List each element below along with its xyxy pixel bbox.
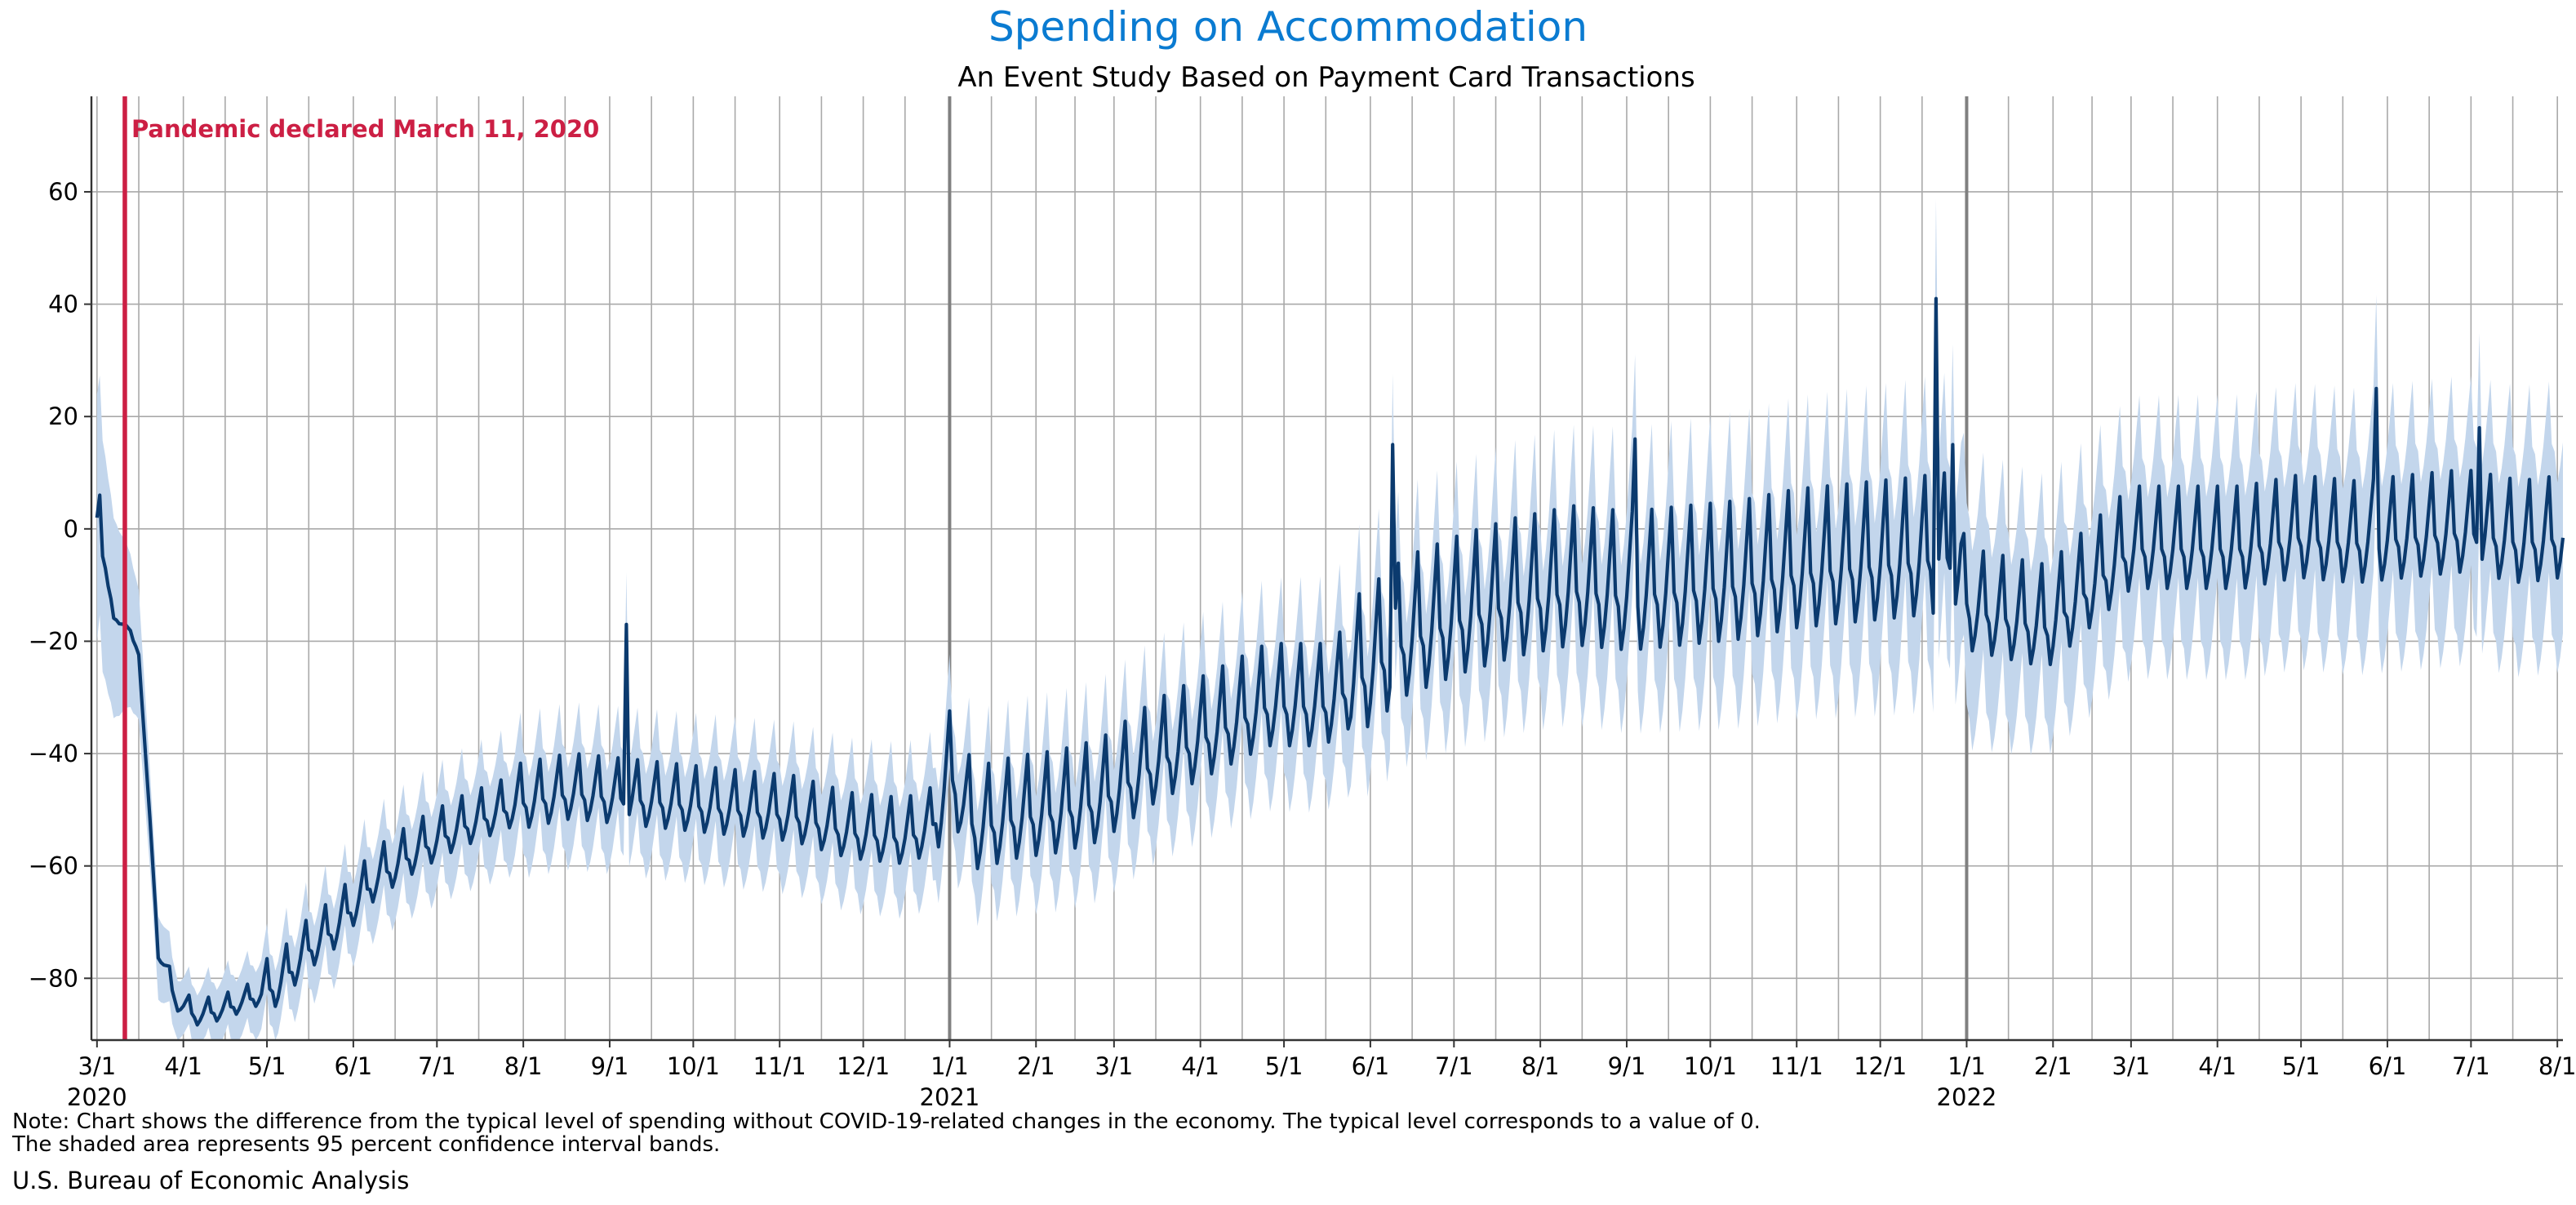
x-tick-label: 8/1: [504, 1052, 543, 1080]
chart-title: Spending on Accommodation: [988, 3, 1588, 51]
x-tick-label: 8/1: [2538, 1052, 2576, 1080]
y-tick-label: 0: [64, 515, 78, 543]
x-tick-label: 5/1: [248, 1052, 286, 1080]
x-tick-label: 1/1: [1948, 1052, 1986, 1080]
spending-line: [95, 296, 2565, 1027]
y-tick-label: 20: [48, 402, 78, 430]
x-tick-label: 11/1: [753, 1052, 806, 1080]
y-tick-label: −20: [29, 627, 78, 655]
x-year-label: 2020: [67, 1083, 127, 1111]
x-tick-label: 9/1: [591, 1052, 629, 1080]
x-tick-label: 3/1: [1095, 1052, 1134, 1080]
confidence-band: [96, 198, 2563, 1041]
x-tick-label: 7/1: [418, 1052, 456, 1080]
y-tick-label: 40: [48, 291, 78, 318]
y-tick-label: −60: [29, 852, 78, 880]
x-tick-label: 2/1: [2034, 1052, 2072, 1080]
x-tick-label: 10/1: [1684, 1052, 1737, 1080]
x-tick-label: 7/1: [1435, 1052, 1473, 1080]
series-line-layer: [95, 296, 2565, 1027]
x-tick-label: 11/1: [1770, 1052, 1823, 1080]
x-tick-label: 6/1: [1352, 1052, 1390, 1080]
x-tick-label: 7/1: [2452, 1052, 2490, 1080]
x-tick-label: 2/1: [1017, 1052, 1055, 1080]
x-tick-label: 5/1: [1265, 1052, 1304, 1080]
x-tick-label: 6/1: [335, 1052, 373, 1080]
x-tick-label: 6/1: [2369, 1052, 2407, 1080]
x-year-label: 2022: [1937, 1083, 1997, 1111]
x-tick-label: 9/1: [1608, 1052, 1646, 1080]
x-tick-label: 5/1: [2282, 1052, 2321, 1080]
x-tick-label: 12/1: [837, 1052, 890, 1080]
source-credit: U.S. Bureau of Economic Analysis: [12, 1167, 409, 1194]
y-tick-label: 60: [48, 178, 78, 206]
pandemic-annotation-label: Pandemic declared March 11, 2020: [131, 115, 599, 143]
x-tick-label: 4/1: [1181, 1052, 1219, 1080]
footnote-line-2: The shaded area represents 95 percent co…: [11, 1132, 720, 1157]
x-tick-label: 4/1: [2198, 1052, 2236, 1080]
x-tick-label: 3/1: [2112, 1052, 2151, 1080]
y-tick-label: −40: [29, 740, 78, 767]
y-tick-label: −80: [29, 964, 78, 992]
x-tick-label: 12/1: [1854, 1052, 1907, 1080]
footnote-line-1: Note: Chart shows the difference from th…: [12, 1109, 1761, 1134]
event-marker-layer: Pandemic declared March 11, 2020: [122, 96, 599, 1040]
x-tick-label: 10/1: [667, 1052, 720, 1080]
axes: −80 −60 −40 −20 0 20 40 60 3/1 2020 4/1 5/1 6/1 7/1 8/…: [29, 96, 2576, 1111]
x-tick-label: 8/1: [1521, 1052, 1560, 1080]
x-tick-label: 3/1: [78, 1052, 116, 1080]
chart-subtitle: An Event Study Based on Payment Card Tra…: [957, 61, 1694, 94]
x-year-label: 2021: [920, 1083, 980, 1111]
x-tick-label: 4/1: [164, 1052, 202, 1080]
x-tick-label: 1/1: [930, 1052, 969, 1080]
confidence-band-layer: [96, 198, 2563, 1041]
